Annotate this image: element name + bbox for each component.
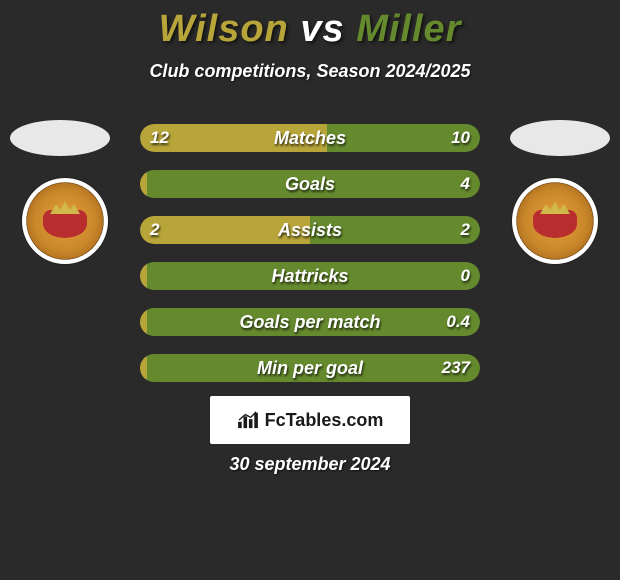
player-right-club-crest xyxy=(512,178,598,264)
footer-date: 30 september 2024 xyxy=(0,454,620,475)
comparison-title: Wilson vs Miller xyxy=(0,0,620,51)
stat-value-right: 2 xyxy=(451,216,480,244)
player-left-club-crest xyxy=(22,178,108,264)
title-player1: Wilson xyxy=(159,8,289,50)
stat-value-left xyxy=(140,354,160,382)
stat-label: Matches xyxy=(140,124,480,152)
stat-value-right: 0.4 xyxy=(436,308,480,336)
title-vs: vs xyxy=(300,8,344,50)
stat-row: Min per goal237 xyxy=(140,354,480,382)
stat-label: Goals xyxy=(140,170,480,198)
stat-value-right: 0 xyxy=(451,262,480,290)
stat-value-right: 10 xyxy=(441,124,480,152)
stat-label: Goals per match xyxy=(140,308,480,336)
player-right-avatar-placeholder xyxy=(510,120,610,156)
stat-row: Hattricks0 xyxy=(140,262,480,290)
subtitle: Club competitions, Season 2024/2025 xyxy=(0,61,620,82)
brand-badge[interactable]: FcTables.com xyxy=(210,396,410,444)
stat-value-left: 2 xyxy=(140,216,169,244)
stat-value-right: 4 xyxy=(451,170,480,198)
stat-row: Goals4 xyxy=(140,170,480,198)
brand-text: FcTables.com xyxy=(265,410,384,431)
stat-value-left xyxy=(140,170,160,198)
stat-value-left xyxy=(140,262,160,290)
stat-row: Assists2 2 xyxy=(140,216,480,244)
brand-logo-icon xyxy=(237,411,259,429)
stat-value-left: 12 xyxy=(140,124,179,152)
title-player2: Miller xyxy=(356,8,461,50)
stat-label: Min per goal xyxy=(140,354,480,382)
stat-label: Assists xyxy=(140,216,480,244)
player-left-avatar-placeholder xyxy=(10,120,110,156)
stat-value-right: 237 xyxy=(432,354,480,382)
stat-value-left xyxy=(140,308,160,336)
stat-row: Matches12 10 xyxy=(140,124,480,152)
stat-label: Hattricks xyxy=(140,262,480,290)
stat-row: Goals per match0.4 xyxy=(140,308,480,336)
comparison-bars: Matches12 10 Goals4 Assists2 2 Hattricks0 Goal… xyxy=(140,124,480,400)
